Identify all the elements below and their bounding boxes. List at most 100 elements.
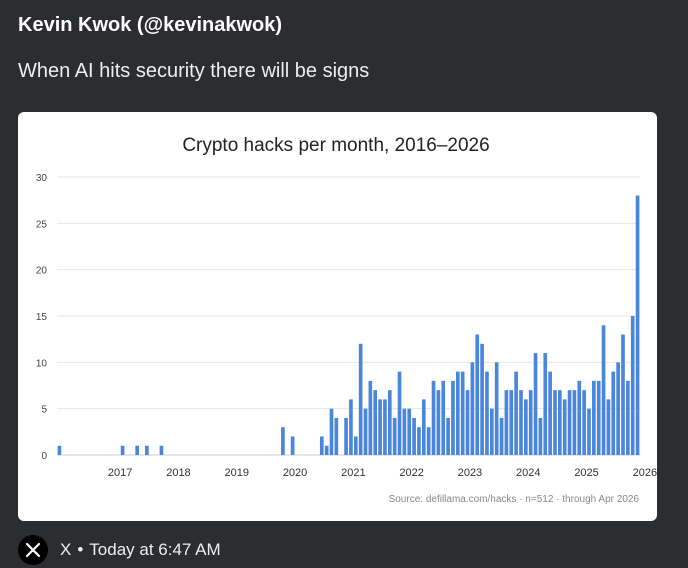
bar: [553, 390, 557, 455]
bar: [509, 390, 514, 455]
bar: [528, 390, 533, 455]
bar: [344, 417, 348, 455]
bar: [543, 353, 548, 455]
bar: [368, 380, 373, 455]
footer-source: X: [60, 540, 72, 559]
bar: [592, 380, 596, 455]
bar: [446, 417, 450, 455]
bar: [358, 343, 363, 455]
bar: [324, 445, 329, 455]
bar: [460, 371, 465, 455]
bar: [412, 417, 416, 455]
x-tick-label: 2017: [108, 467, 132, 479]
bar: [577, 380, 582, 455]
bar: [475, 334, 480, 455]
bar: [120, 445, 125, 455]
bar: [455, 371, 460, 455]
y-tick-label: 20: [36, 266, 48, 277]
bar: [558, 390, 562, 455]
author-name[interactable]: Kevin Kwok (@kevinakwok): [18, 14, 283, 36]
bar: [392, 417, 397, 455]
bar: [601, 325, 606, 455]
bar: [349, 399, 353, 455]
bar: [524, 399, 528, 455]
footer-timestamp: Today at 6:47 AM: [89, 540, 221, 559]
bar: [281, 427, 285, 455]
y-tick-label: 15: [36, 312, 48, 323]
bar: [57, 445, 62, 455]
x-tick-label: 2019: [225, 467, 249, 479]
x-tick-label: 2024: [516, 467, 540, 479]
embed-footer: X • Today at 6:47 AM: [18, 534, 221, 566]
bar: [621, 334, 625, 455]
bar: [421, 399, 426, 455]
bar: [135, 445, 139, 455]
bar: [451, 380, 455, 455]
bar: [470, 362, 475, 455]
bar: [334, 417, 339, 455]
bar: [626, 380, 630, 455]
bar: [606, 399, 611, 455]
bar: [402, 408, 407, 455]
bar: [611, 371, 616, 455]
bar: [363, 408, 368, 455]
bar: [383, 399, 387, 455]
y-tick-label: 30: [36, 173, 48, 184]
post-text: When AI hits security there will be sign…: [18, 60, 370, 82]
bar: [519, 390, 523, 455]
bar: [378, 399, 382, 455]
bar: [436, 390, 441, 455]
bar: [159, 445, 164, 455]
bar: [494, 362, 499, 455]
bar: [572, 390, 577, 455]
y-tick-label: 0: [41, 451, 47, 462]
bar: [373, 390, 378, 455]
bar: [353, 436, 358, 455]
bar: [441, 380, 446, 455]
footer-separator: •: [77, 540, 84, 559]
x-tick-label: 2018: [166, 467, 190, 479]
bar: [504, 390, 509, 455]
bar: [290, 436, 295, 455]
bar: [145, 445, 149, 455]
x-tick-label: 2026: [633, 467, 657, 479]
bar: [514, 371, 518, 455]
bar: [499, 417, 504, 455]
chart-image-card[interactable]: Crypto hacks per month, 2016–2026 0 5 10 15…: [18, 112, 657, 521]
bar: [417, 427, 421, 455]
x-tick-label: 2021: [341, 467, 365, 479]
bar: [480, 343, 484, 455]
bar: [548, 371, 552, 455]
bar: [533, 353, 538, 455]
bar: [567, 390, 572, 455]
bar: [582, 390, 586, 455]
y-tick-label: 10: [36, 358, 48, 369]
bar: [562, 399, 567, 455]
bar: [387, 390, 392, 455]
bar: [538, 417, 543, 455]
x-tick-label: 2022: [399, 467, 423, 479]
y-tick-label: 25: [36, 219, 48, 230]
y-tick-label: 5: [41, 405, 47, 416]
crypto-hacks-chart: Crypto hacks per month, 2016–2026 0 5 10 15…: [36, 135, 657, 505]
bar: [616, 362, 620, 455]
bar: [485, 371, 489, 455]
bar: [319, 436, 324, 455]
bar: [630, 316, 635, 455]
x-tick-label: 2025: [574, 467, 598, 479]
x-logo-icon: [18, 535, 48, 565]
bar: [465, 390, 470, 455]
bar: [397, 371, 402, 455]
x-tick-label: 2020: [283, 467, 307, 479]
x-tick-label: 2023: [458, 467, 482, 479]
bar: [489, 408, 494, 455]
bar: [587, 408, 591, 455]
bar: [329, 408, 334, 455]
bar: [407, 408, 412, 455]
source-note: Source: defillama.com/hacks · n=512 · th…: [389, 494, 640, 505]
chart-title: Crypto hacks per month, 2016–2026: [182, 135, 489, 156]
bar: [426, 427, 431, 455]
bar: [431, 380, 436, 455]
bar: [596, 380, 601, 455]
bar: [635, 195, 640, 455]
